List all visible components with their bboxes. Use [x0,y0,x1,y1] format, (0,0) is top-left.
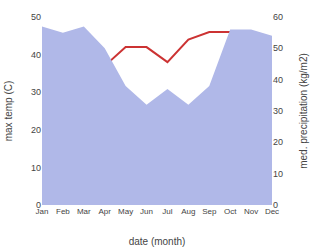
svg-text:20: 20 [31,125,41,135]
svg-text:10: 10 [273,169,283,179]
svg-text:40: 40 [31,50,41,60]
svg-text:May: May [118,207,133,216]
svg-text:Jun: Jun [140,207,153,216]
svg-text:50: 50 [273,43,283,53]
svg-text:Jan: Jan [36,207,49,216]
svg-text:60: 60 [273,12,283,22]
svg-text:40: 40 [273,75,283,85]
svg-text:Dec: Dec [265,207,279,216]
svg-text:50: 50 [31,12,41,22]
svg-text:med. precipitation (kg/m2): med. precipitation (kg/m2) [298,53,309,169]
svg-text:Aug: Aug [181,207,195,216]
svg-text:0: 0 [273,200,278,210]
svg-text:20: 20 [273,137,283,147]
svg-text:30: 30 [31,87,41,97]
svg-text:Oct: Oct [224,207,237,216]
svg-text:Sep: Sep [202,207,217,216]
svg-text:Jul: Jul [162,207,172,216]
svg-text:max temp (C): max temp (C) [3,81,14,142]
svg-text:date (month): date (month) [129,236,186,247]
svg-text:0: 0 [36,200,41,210]
svg-text:Mar: Mar [77,207,91,216]
svg-text:Feb: Feb [56,207,70,216]
svg-text:Nov: Nov [244,207,258,216]
svg-text:30: 30 [273,106,283,116]
svg-text:Apr: Apr [99,207,112,216]
svg-text:10: 10 [31,163,41,173]
